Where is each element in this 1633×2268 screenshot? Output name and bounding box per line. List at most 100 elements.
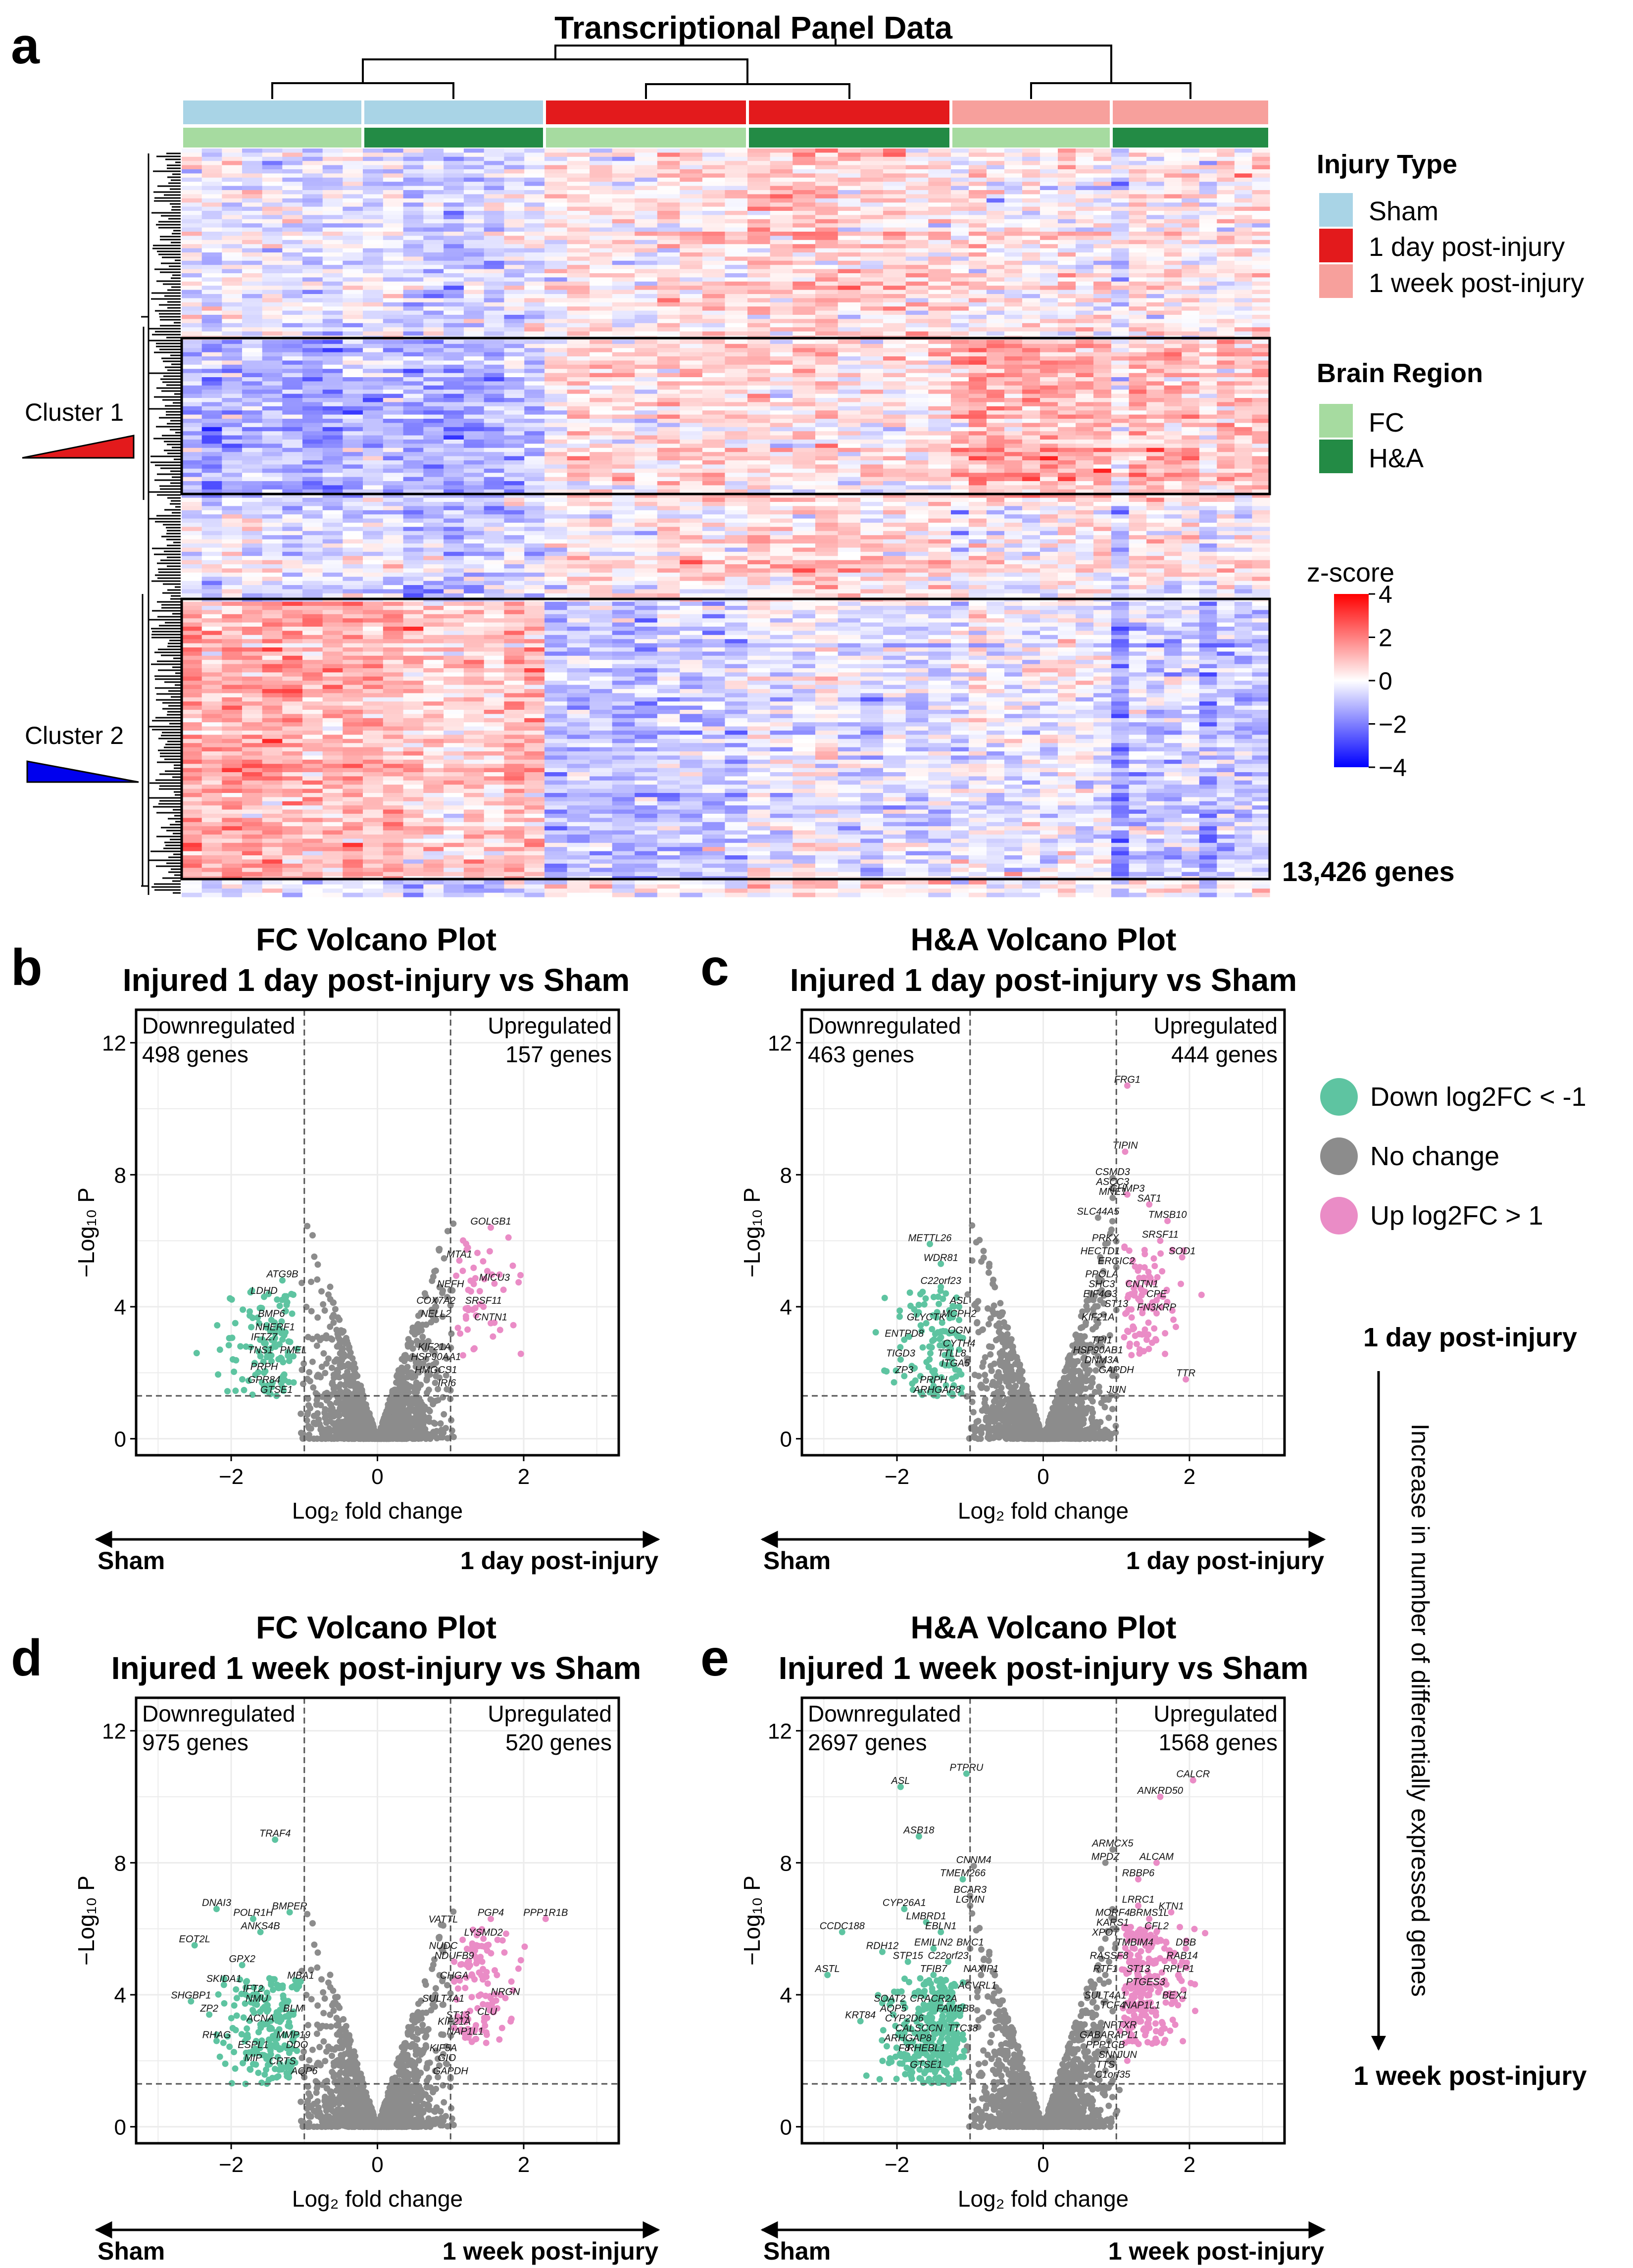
heatmap-cell [182,444,202,448]
heatmap-cell [1076,294,1094,298]
heatmap-cell [182,190,202,195]
heatmap-cell [792,489,816,494]
heatmap-cell [1076,260,1094,265]
heatmap-cell [702,481,726,486]
heatmap-cell [657,414,680,419]
heatmap-cell [1234,344,1253,348]
heatmap-cell [838,223,861,228]
heatmap-cell [590,473,613,478]
heatmap-cell [1093,481,1112,486]
heatmap-cell [463,310,485,315]
heatmap-cell [883,394,906,398]
heatmap-cell [792,460,816,465]
heatmap-cell [725,244,748,249]
heatmap-cell [860,360,884,365]
heatmap-cell [383,156,404,161]
heatmap-cell [747,394,771,398]
heatmap-cell [928,410,951,415]
heatmap-cell [1164,331,1182,336]
heatmap-cell [201,527,222,532]
heatmap-cell [1182,177,1200,182]
heatmap-cell [792,427,816,432]
heatmap-cell [282,286,303,291]
heatmap-cell [383,419,404,423]
heatmap-cell [504,340,525,345]
heatmap-cell [792,481,816,486]
heatmap-cell [544,219,568,224]
heatmap-cell [1129,302,1147,307]
heatmap-cell [987,232,1005,236]
heatmap-cell [612,206,635,211]
heatmap-cell [484,252,505,257]
heatmap-cell [1234,468,1253,473]
heatmap-cell [282,485,303,490]
heatmap-cell [770,273,793,278]
heatmap-cell [612,194,635,199]
heatmap-cell [363,315,384,319]
heatmap-cell [1076,152,1094,157]
heatmap-cell [524,265,545,270]
heatmap-cell [838,286,861,291]
heatmap-cell [1022,385,1040,390]
heatmap-cell [1022,360,1040,365]
heatmap-cell [1199,481,1217,486]
heatmap-cell [969,165,987,170]
heatmap-cell [1022,169,1040,174]
heatmap-cell [242,269,263,274]
heatmap-cell [590,477,613,482]
heatmap-cell [1022,202,1040,207]
heatmap-cell [504,248,525,253]
heatmap-cell [657,165,680,170]
heatmap-cell [680,340,703,345]
heatmap-cell [883,377,906,382]
heatmap-cell [504,497,525,502]
heatmap-cell [1129,348,1147,353]
heatmap-cell [182,215,202,220]
heatmap-cell [612,497,635,502]
heatmap-cell [444,348,464,353]
heatmap-cell [590,173,613,178]
heatmap-cell [484,227,505,232]
heatmap-cell [860,227,884,232]
heatmap-cell [423,152,444,157]
heatmap-cell [590,232,613,236]
heatmap-cell [747,244,771,249]
heatmap-cell [524,248,545,253]
heatmap-cell [322,286,343,291]
heatmap-cell [524,215,545,220]
heatmap-cell [463,240,485,245]
heatmap-cell [182,344,202,348]
heatmap-cell [403,431,424,436]
heatmap-cell [302,447,323,452]
heatmap-cell [544,244,568,249]
heatmap-cell [1182,523,1200,527]
heatmap-cell [1111,165,1130,170]
heatmap-cell [322,165,343,170]
heatmap-cell [1199,306,1217,311]
heatmap-cell [1076,327,1094,332]
heatmap-cell [1004,260,1023,265]
heatmap-cell [928,202,951,207]
heatmap-cell [1093,352,1112,357]
heatmap-cell [1234,323,1253,328]
heatmap-cell [567,419,590,423]
heatmap-cell [544,302,568,307]
heatmap-cell [383,414,404,419]
heatmap-cell [635,518,658,523]
heatmap-cell [282,177,303,182]
heatmap-cell [484,169,505,174]
heatmap-cell [1076,281,1094,286]
heatmap-cell [504,527,525,532]
heatmap-cell [1004,227,1023,232]
heatmap-cell [567,152,590,157]
heatmap-cell [1234,435,1253,440]
heatmap-cell [201,302,222,307]
heatmap-cell [504,398,525,402]
heatmap-cell [322,269,343,274]
heatmap-cell [680,356,703,361]
heatmap-cell [612,414,635,419]
heatmap-cell [201,502,222,506]
heatmap-cell [1004,232,1023,236]
heatmap-cell [860,323,884,328]
heatmap-cell [1058,360,1076,365]
